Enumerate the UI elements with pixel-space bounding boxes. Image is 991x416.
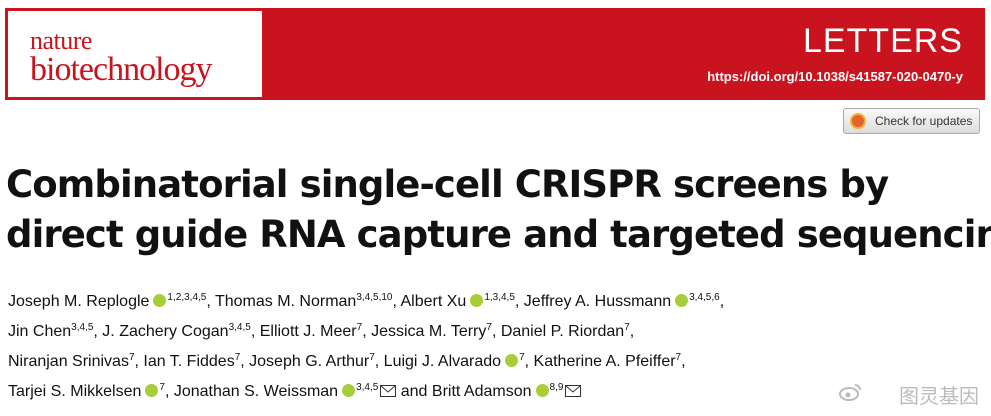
author-name[interactable]: Jeffrey A. Hussmann [523,293,672,310]
affiliation: 3,4,5 [71,322,94,333]
separator: , [250,323,260,340]
orcid-icon[interactable] [342,384,356,397]
affiliation: 7 [159,382,165,393]
affiliation: 3,4,5,10 [356,292,393,303]
author-name[interactable]: Tarjei S. Mikkelsen [8,383,142,400]
affiliation: 3,4,5 [356,382,379,393]
separator: , [719,293,725,310]
orcid-icon[interactable] [145,384,159,397]
affiliation: 1,2,3,4,5 [167,292,207,303]
orcid-icon[interactable] [535,384,549,397]
separator: , [629,323,635,340]
author-name[interactable]: Joseph G. Arthur [249,353,370,370]
affiliation: 3,4,5,6 [689,292,720,303]
separator: , [491,323,501,340]
separator: , [392,293,401,310]
separator: , [206,293,215,310]
envelope [565,385,582,397]
journal-logo: nature biotechnology [8,11,262,97]
weibo-icon [839,384,861,401]
title-line: Combinatorial single-cell CRISPR screens… [6,163,889,206]
affiliation: 3,4,5 [228,322,251,333]
separator: , [93,323,103,340]
affiliation: 1,3,4,5 [484,292,515,303]
affiliation: 7 [356,322,363,333]
orcid-icon[interactable] [675,294,689,307]
separator: , [514,293,524,310]
author-name[interactable]: J. Zachery Cogan [102,323,229,340]
check-updates-button[interactable]: Check for updates [843,108,980,134]
affiliation: 7 [486,322,492,333]
affiliation: 7 [234,352,241,363]
orcid-icon[interactable] [470,294,484,307]
author-name[interactable]: Albert Xu [400,293,467,310]
author-name[interactable]: Niranjan Srinivas [8,353,129,370]
separator: , [134,353,144,370]
affiliation: 7 [369,352,375,363]
orcid-icon[interactable] [153,294,167,307]
author-list: Joseph M. Replogle 1,2,3,4,5, Thomas M. N… [8,287,988,408]
envelope [380,385,397,397]
email-icon[interactable] [380,384,397,401]
affiliation: 7 [128,352,135,363]
doi-link[interactable]: https://doi.org/10.1038/s41587-020-0470-… [707,69,963,84]
separator: and [396,383,432,400]
author-name[interactable]: Thomas M. Norman [214,293,357,310]
button-label: Check for updates [875,114,973,128]
affiliation: 7 [519,352,525,363]
author-name[interactable]: Britt Adamson [431,383,532,400]
affiliation: 7 [675,352,682,363]
journal-name: nature [30,26,92,55]
separator: , [164,383,174,400]
author-name[interactable]: Elliott J. Meer [259,323,357,340]
author-name[interactable]: Ian T. Fiddes [143,353,235,370]
check-icon [850,113,866,129]
title-line: direct guide RNA capture and targeted se… [6,213,991,256]
author-name[interactable]: Jin Chen [8,323,72,340]
separator: , [362,323,372,340]
watermark: 图灵基因 [899,384,979,408]
author-name[interactable]: Jonathan S. Weissman [173,383,339,400]
separator: , [240,353,250,370]
author-name[interactable]: Jessica M. Terry [371,323,487,340]
author-name[interactable]: Daniel P. Riordan [500,323,625,340]
email-icon[interactable] [565,384,582,401]
affiliation: 7 [624,322,630,333]
separator: , [681,353,686,370]
separator: , [524,353,534,370]
article-title: Combinatorial single-cell CRISPR screens… [6,160,991,260]
journal-name: biotechnology [30,51,213,88]
orcid-icon[interactable] [505,354,519,367]
separator: , [374,353,384,370]
affiliation: 8,9 [549,382,564,393]
section-label: LETTERS [802,22,963,60]
author-name[interactable]: Katherine A. Pfeiffer [533,353,676,370]
author-name[interactable]: Joseph M. Replogle [8,293,150,310]
author-name[interactable]: Luigi J. Alvarado [383,353,502,370]
